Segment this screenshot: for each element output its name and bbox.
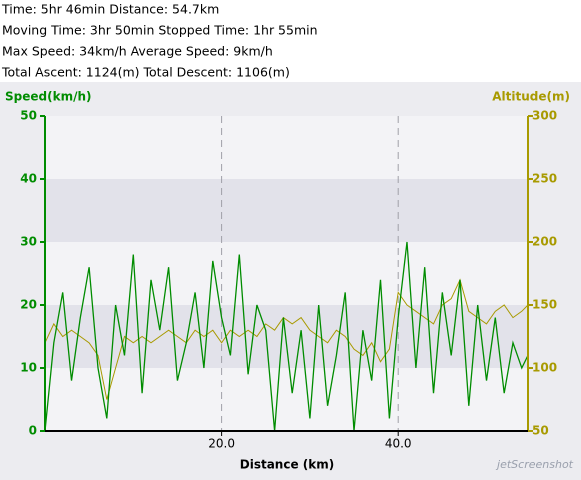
- y2-tick-label: 200: [532, 235, 557, 249]
- stat-line: Time: 5hr 46min Distance: 54.7km: [1, 2, 219, 17]
- x-axis-title: Distance (km): [240, 458, 334, 472]
- x-tick-label: 20.0: [208, 437, 235, 451]
- y-tick-label: 50: [20, 109, 37, 123]
- grid-band: [45, 116, 528, 179]
- y-tick-label: 30: [20, 235, 37, 249]
- grid-band: [45, 179, 528, 242]
- y-axis-title: Speed(km/h): [5, 90, 91, 104]
- grid-band: [45, 368, 528, 431]
- y2-tick-label: 50: [532, 424, 549, 438]
- y-tick-label: 20: [20, 298, 37, 312]
- y2-tick-label: 150: [532, 298, 557, 312]
- series-line: [44, 241, 529, 432]
- y2-tick-label: 300: [532, 109, 557, 123]
- x-tick-label: 40.0: [385, 437, 412, 451]
- y2-axis-title: Altitude(m): [492, 90, 570, 104]
- y-tick-label: 10: [20, 361, 37, 375]
- stat-line: Moving Time: 3hr 50min Stopped Time: 1hr…: [2, 23, 318, 38]
- stat-line: Total Ascent: 1124(m) Total Descent: 110…: [1, 65, 290, 80]
- y2-tick-label: 100: [532, 361, 557, 375]
- y-tick-label: 40: [20, 172, 37, 186]
- stat-line: Max Speed: 34km/h Average Speed: 9km/h: [2, 44, 273, 59]
- watermark: jetScreenshot: [495, 458, 574, 471]
- grid-band: [45, 242, 528, 305]
- y-tick-label: 0: [29, 424, 37, 438]
- y2-tick-label: 250: [532, 172, 557, 186]
